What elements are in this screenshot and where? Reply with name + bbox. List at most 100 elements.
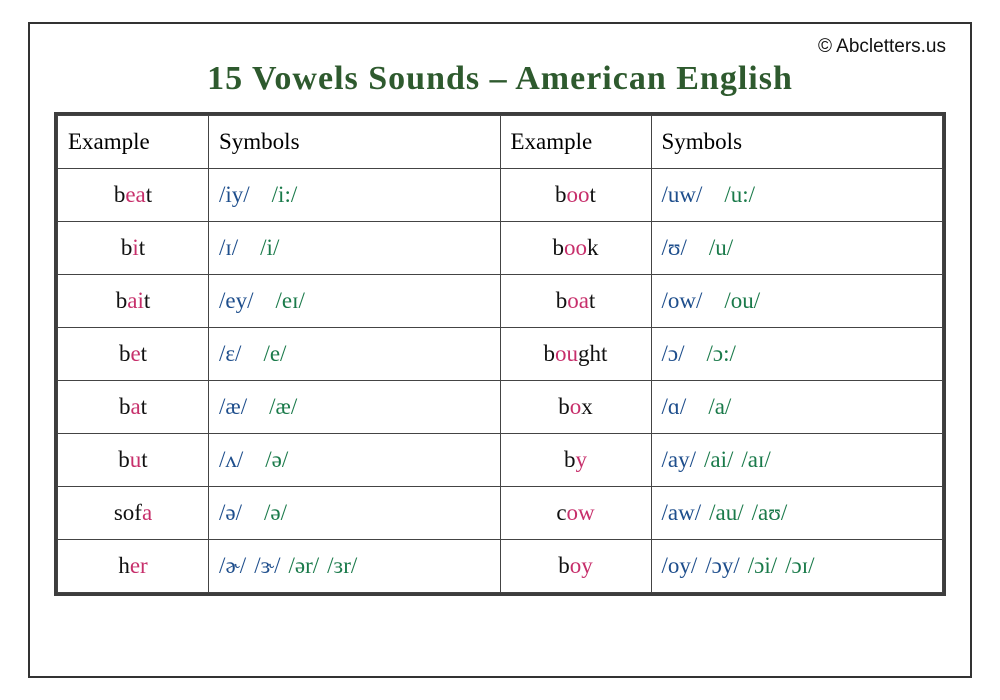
phonetic-symbol: /e/: [263, 341, 286, 367]
phonetic-symbol: /æ/: [269, 394, 297, 420]
phonetic-symbol: /aɪ/: [741, 447, 770, 473]
word-highlight: e: [130, 341, 140, 366]
phonetic-symbol: /ɛ/: [219, 341, 241, 367]
example-cell: cow: [500, 487, 651, 540]
word-post: t: [141, 394, 147, 419]
credit-text: © Abcletters.us: [54, 36, 946, 58]
word-pre: b: [121, 235, 133, 260]
word-post: k: [587, 235, 599, 260]
word-highlight: o: [570, 394, 582, 419]
word-highlight: oo: [567, 182, 590, 207]
word-highlight: u: [130, 447, 142, 472]
symbols-cell: /ʌ/ /ə/: [209, 434, 501, 487]
page: © Abcletters.us 15 Vowels Sounds – Ameri…: [0, 0, 1000, 700]
phonetic-symbol: /ɔ:/: [707, 341, 736, 367]
example-cell: boy: [500, 540, 651, 593]
example-cell: bait: [58, 275, 209, 328]
word-post: t: [141, 341, 147, 366]
symbols-cell: /oy//ɔy//ɔi//ɔɪ/: [651, 540, 943, 593]
phonetic-symbol: /aʊ/: [752, 500, 788, 526]
table-row: sofa/ə//ə/cow/aw//au//aʊ/: [58, 487, 943, 540]
word-pre: b: [116, 288, 128, 313]
symbols-cell: /aw/ /au/ /aʊ/: [651, 487, 943, 540]
phonetic-symbol: /aw/: [662, 500, 702, 526]
word-highlight: oy: [570, 553, 593, 578]
page-title: 15 Vowels Sounds – American English: [54, 60, 946, 98]
word-pre: b: [118, 447, 130, 472]
word-pre: b: [553, 235, 565, 260]
word-pre: b: [558, 394, 570, 419]
phonetic-symbol: /ey/: [219, 288, 254, 314]
phonetic-symbol: /u/: [709, 235, 733, 261]
phonetic-symbol: /oy/: [662, 553, 698, 579]
word-pre: b: [558, 553, 570, 578]
word-highlight: a: [142, 500, 152, 525]
table-row: bait/ey//eɪ/boat/ow//ou/: [58, 275, 943, 328]
phonetic-symbol: /ai/: [704, 447, 733, 473]
card: © Abcletters.us 15 Vowels Sounds – Ameri…: [28, 22, 972, 678]
phonetic-symbol: /ə/: [264, 500, 287, 526]
word-pre: b: [114, 182, 126, 207]
word-highlight: oo: [564, 235, 587, 260]
example-cell: by: [500, 434, 651, 487]
table-row: bet/ɛ//e/bought/ɔ//ɔ:/: [58, 328, 943, 381]
symbols-cell: /ow/ /ou/: [651, 275, 943, 328]
phonetic-symbol: /æ/: [219, 394, 247, 420]
table-wrap: Example Symbols Example Symbols beat/iy/…: [54, 112, 946, 596]
phonetic-symbol: /ər/: [289, 553, 320, 579]
vowels-table: Example Symbols Example Symbols beat/iy/…: [57, 115, 943, 593]
table-body: beat/iy//i:/boot/uw//u:/bit/ɪ//i/book/ʊ/…: [58, 169, 943, 593]
word-pre: b: [119, 341, 131, 366]
example-cell: but: [58, 434, 209, 487]
phonetic-symbol: /ə/: [265, 447, 288, 473]
table-row: bit/ɪ//i/book/ʊ//u/: [58, 222, 943, 275]
phonetic-symbol: /ɑ/: [662, 394, 687, 420]
header-example-left: Example: [58, 116, 209, 169]
symbols-cell: /ɛ/ /e/: [209, 328, 501, 381]
word-post: t: [590, 182, 596, 207]
phonetic-symbol: /au/: [709, 500, 744, 526]
word-highlight: ea: [125, 182, 145, 207]
phonetic-symbol: /ow/: [662, 288, 703, 314]
symbols-cell: /æ/ /æ/: [209, 381, 501, 434]
example-cell: bought: [500, 328, 651, 381]
phonetic-symbol: /ou/: [724, 288, 760, 314]
word-post: t: [146, 182, 152, 207]
phonetic-symbol: /eɪ/: [276, 288, 305, 314]
word-post: ght: [578, 341, 607, 366]
phonetic-symbol: /u:/: [724, 182, 755, 208]
example-cell: her: [58, 540, 209, 593]
example-cell: bet: [58, 328, 209, 381]
symbols-cell: /ɔ//ɔ:/: [651, 328, 943, 381]
word-pre: b: [556, 288, 568, 313]
symbols-cell: /ɪ//i/: [209, 222, 501, 275]
table-row: beat/iy//i:/boot/uw//u:/: [58, 169, 943, 222]
word-pre: h: [118, 553, 130, 578]
phonetic-symbol: /ɚ/: [219, 553, 246, 579]
word-post: t: [589, 288, 595, 313]
example-cell: boot: [500, 169, 651, 222]
header-example-right: Example: [500, 116, 651, 169]
word-highlight: a: [130, 394, 140, 419]
word-pre: sof: [114, 500, 142, 525]
phonetic-symbol: /ɪ/: [219, 235, 238, 261]
word-pre: b: [564, 447, 576, 472]
table-row: but/ʌ//ə/by/ay//ai//aɪ/: [58, 434, 943, 487]
word-highlight: oa: [567, 288, 589, 313]
phonetic-symbol: /ɔi/: [748, 553, 777, 579]
word-post: t: [139, 235, 145, 260]
phonetic-symbol: /ʌ/: [219, 447, 243, 473]
symbols-cell: /ey/ /eɪ/: [209, 275, 501, 328]
phonetic-symbol: /uw/: [662, 182, 703, 208]
word-pre: b: [544, 341, 556, 366]
example-cell: bit: [58, 222, 209, 275]
word-post: t: [141, 447, 147, 472]
phonetic-symbol: /iy/: [219, 182, 250, 208]
header-symbols-right: Symbols: [651, 116, 943, 169]
example-cell: boat: [500, 275, 651, 328]
word-highlight: er: [130, 553, 148, 578]
example-cell: box: [500, 381, 651, 434]
word-post: t: [144, 288, 150, 313]
symbols-cell: /uw/ /u:/: [651, 169, 943, 222]
symbols-cell: /ʊ//u/: [651, 222, 943, 275]
